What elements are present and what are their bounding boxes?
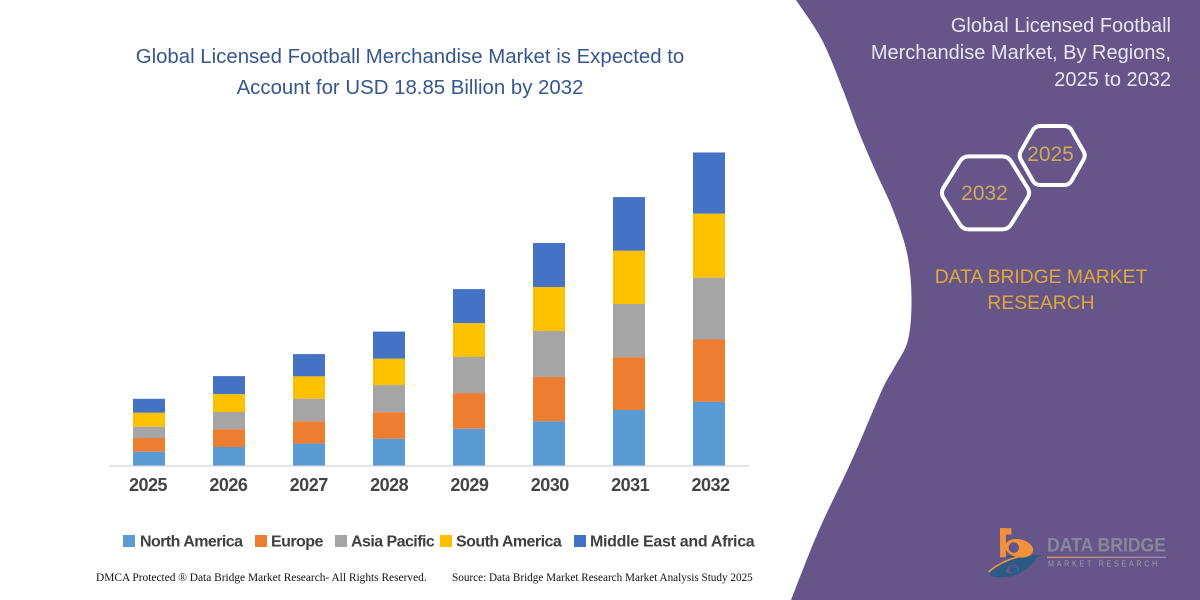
- svg-text:DATA BRIDGE MARKET: DATA BRIDGE MARKET: [935, 267, 1148, 288]
- svg-text:2030: 2030: [531, 475, 570, 495]
- svg-text:Middle East and Africa: Middle East and Africa: [590, 534, 755, 551]
- svg-text:Merchandise Market, By Regions: Merchandise Market, By Regions,: [871, 42, 1171, 64]
- svg-text:2032: 2032: [961, 182, 1008, 205]
- svg-text:2025: 2025: [129, 475, 168, 495]
- svg-text:Europe: Europe: [271, 534, 323, 551]
- svg-text:DATA BRIDGE: DATA BRIDGE: [1047, 534, 1166, 556]
- svg-text:DMCA Protected ® Data Bridge M: DMCA Protected ® Data Bridge Market Rese…: [96, 572, 427, 584]
- svg-text:2025 to 2032: 2025 to 2032: [1054, 69, 1171, 91]
- svg-text:2031: 2031: [611, 475, 650, 495]
- svg-text:Global Licensed Football: Global Licensed Football: [951, 15, 1171, 37]
- svg-text:RESEARCH: RESEARCH: [987, 293, 1094, 314]
- svg-text:Account for USD 18.85 Billion: Account for USD 18.85 Billion by 2032: [237, 77, 584, 99]
- svg-text:MARKET RESEARCH: MARKET RESEARCH: [1048, 560, 1160, 569]
- svg-text:North America: North America: [140, 534, 243, 551]
- svg-text:2032: 2032: [691, 475, 730, 495]
- svg-text:2026: 2026: [209, 475, 248, 495]
- svg-text:Asia Pacific: Asia Pacific: [351, 534, 435, 551]
- svg-text:2027: 2027: [290, 475, 329, 495]
- svg-text:South America: South America: [456, 534, 562, 551]
- svg-text:2029: 2029: [450, 475, 489, 495]
- svg-text:Source: Data Bridge Market Res: Source: Data Bridge Market Research Mark…: [452, 572, 753, 584]
- svg-text:Global Licensed Football Merch: Global Licensed Football Merchandise Mar…: [136, 46, 685, 68]
- svg-text:2028: 2028: [370, 475, 409, 495]
- svg-text:2025: 2025: [1027, 143, 1074, 166]
